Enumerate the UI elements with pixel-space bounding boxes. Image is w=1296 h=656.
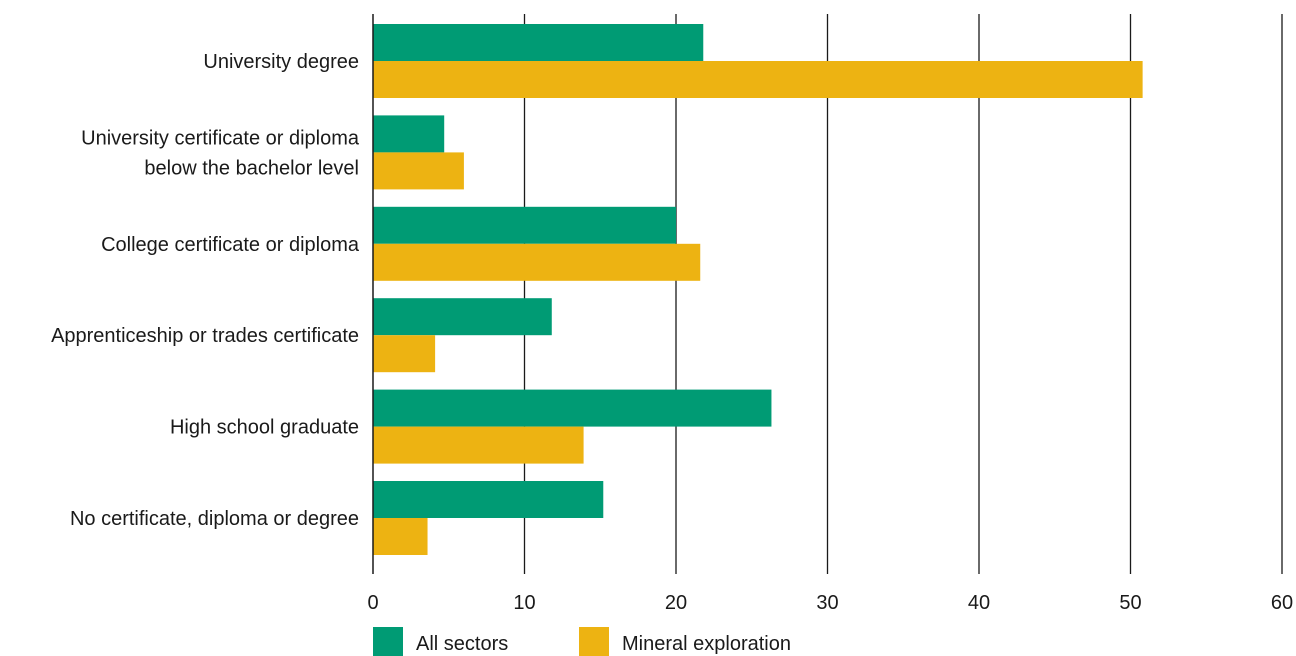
bar-mineral-exploration [373,152,464,190]
bar-all-sectors [373,481,604,518]
x-tick-label: 20 [665,592,687,614]
gridlines [523,14,1283,574]
category-label: Apprenticeship or trades certificate [51,325,359,347]
category-label: No certificate, diploma or degree [70,508,359,530]
category-labels: University degree University certificate … [51,51,360,530]
bar-mineral-exploration [373,426,584,464]
bar-mineral-exploration [373,61,1143,98]
x-tick-label: 50 [1119,592,1141,614]
bar-mineral-exploration [373,335,436,373]
legend: All sectors Mineral exploration [373,627,791,656]
legend-all-sectors-label: All sectors [416,633,508,655]
bar-all-sectors [373,298,552,336]
bar-all-sectors [373,389,772,427]
bar-mineral-exploration [373,243,701,281]
x-tick-label: 30 [816,592,838,614]
x-tick-label: 60 [1271,592,1293,614]
bars [373,24,1143,555]
category-label: University certificate or diploma below t… [81,127,360,179]
legend-all-sectors-swatch [373,627,403,656]
x-tick-label: 40 [968,592,990,614]
bar-mineral-exploration [373,518,428,555]
bar-all-sectors [373,24,704,61]
category-label: High school graduate [170,417,359,439]
category-label: College certificate or diploma [101,234,360,256]
legend-mineral-exploration-swatch [579,627,609,656]
x-tick-labels: 0 10 20 30 40 50 60 [367,592,1293,614]
x-tick-label: 10 [513,592,535,614]
legend-mineral-exploration-label: Mineral exploration [622,633,791,655]
bar-all-sectors [373,115,445,153]
x-tick-label: 0 [367,592,378,614]
bar-all-sectors [373,206,676,244]
category-label: University degree [203,51,359,73]
